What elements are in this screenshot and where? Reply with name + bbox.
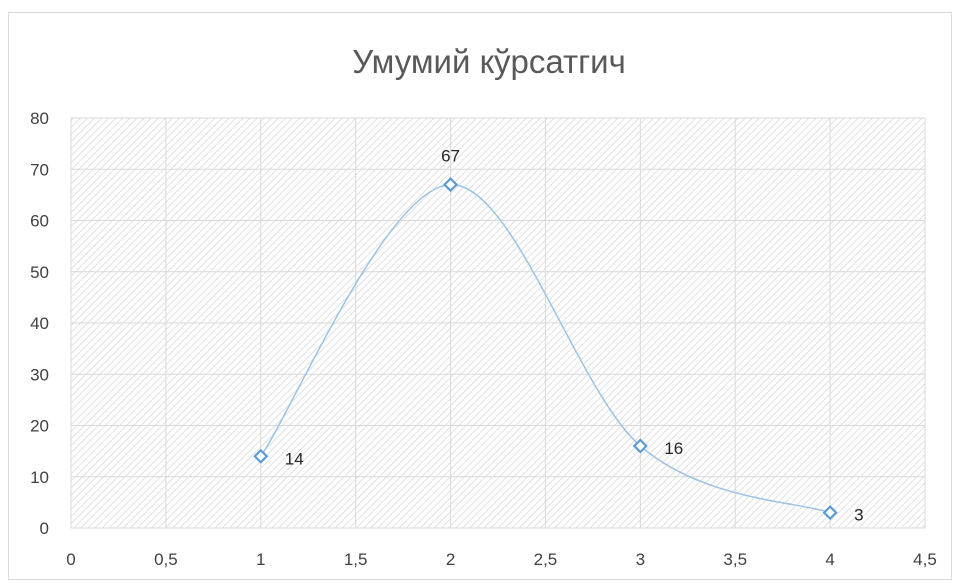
y-tick-label: 60 — [30, 212, 49, 231]
y-tick-label: 80 — [30, 109, 49, 128]
chart-title: Умумий кўрсатгич — [352, 43, 626, 80]
data-label: 67 — [441, 147, 460, 166]
y-tick-label: 0 — [40, 519, 49, 538]
y-tick-label: 40 — [30, 314, 49, 333]
data-point-marker — [442, 177, 459, 193]
x-tick-label: 0,5 — [154, 550, 178, 569]
x-tick-label: 2,5 — [534, 550, 558, 569]
axes: 0 10 20 30 40 50 60 70 80 0 0,5 1 1,5 2 2,5 3 3,5 4 4,5 — [30, 109, 937, 569]
x-tick-label: 1 — [256, 550, 265, 569]
x-tick-label: 3 — [636, 550, 645, 569]
data-label: 3 — [854, 506, 863, 525]
y-tick-label: 20 — [30, 417, 49, 436]
x-tick-label: 2 — [446, 550, 455, 569]
data-point-marker — [253, 448, 269, 464]
x-tick-label: 4,5 — [913, 550, 937, 569]
y-tick-label: 70 — [30, 160, 49, 179]
y-tick-label: 30 — [30, 365, 49, 384]
x-tick-label: 0 — [66, 550, 75, 569]
data-point-marker — [632, 438, 648, 454]
data-point-marker — [822, 505, 838, 521]
series-layer — [253, 177, 838, 521]
data-label: 14 — [285, 449, 304, 468]
series-line — [260, 183, 831, 514]
x-tick-label: 3,5 — [723, 550, 747, 569]
data-label: 16 — [664, 439, 683, 458]
x-tick-label: 1,5 — [344, 550, 368, 569]
data-labels: 14 67 16 3 — [285, 147, 864, 525]
gridlines — [70, 117, 926, 529]
x-tick-label: 4 — [825, 550, 834, 569]
y-tick-label: 10 — [30, 468, 49, 487]
y-tick-label: 50 — [30, 263, 49, 282]
